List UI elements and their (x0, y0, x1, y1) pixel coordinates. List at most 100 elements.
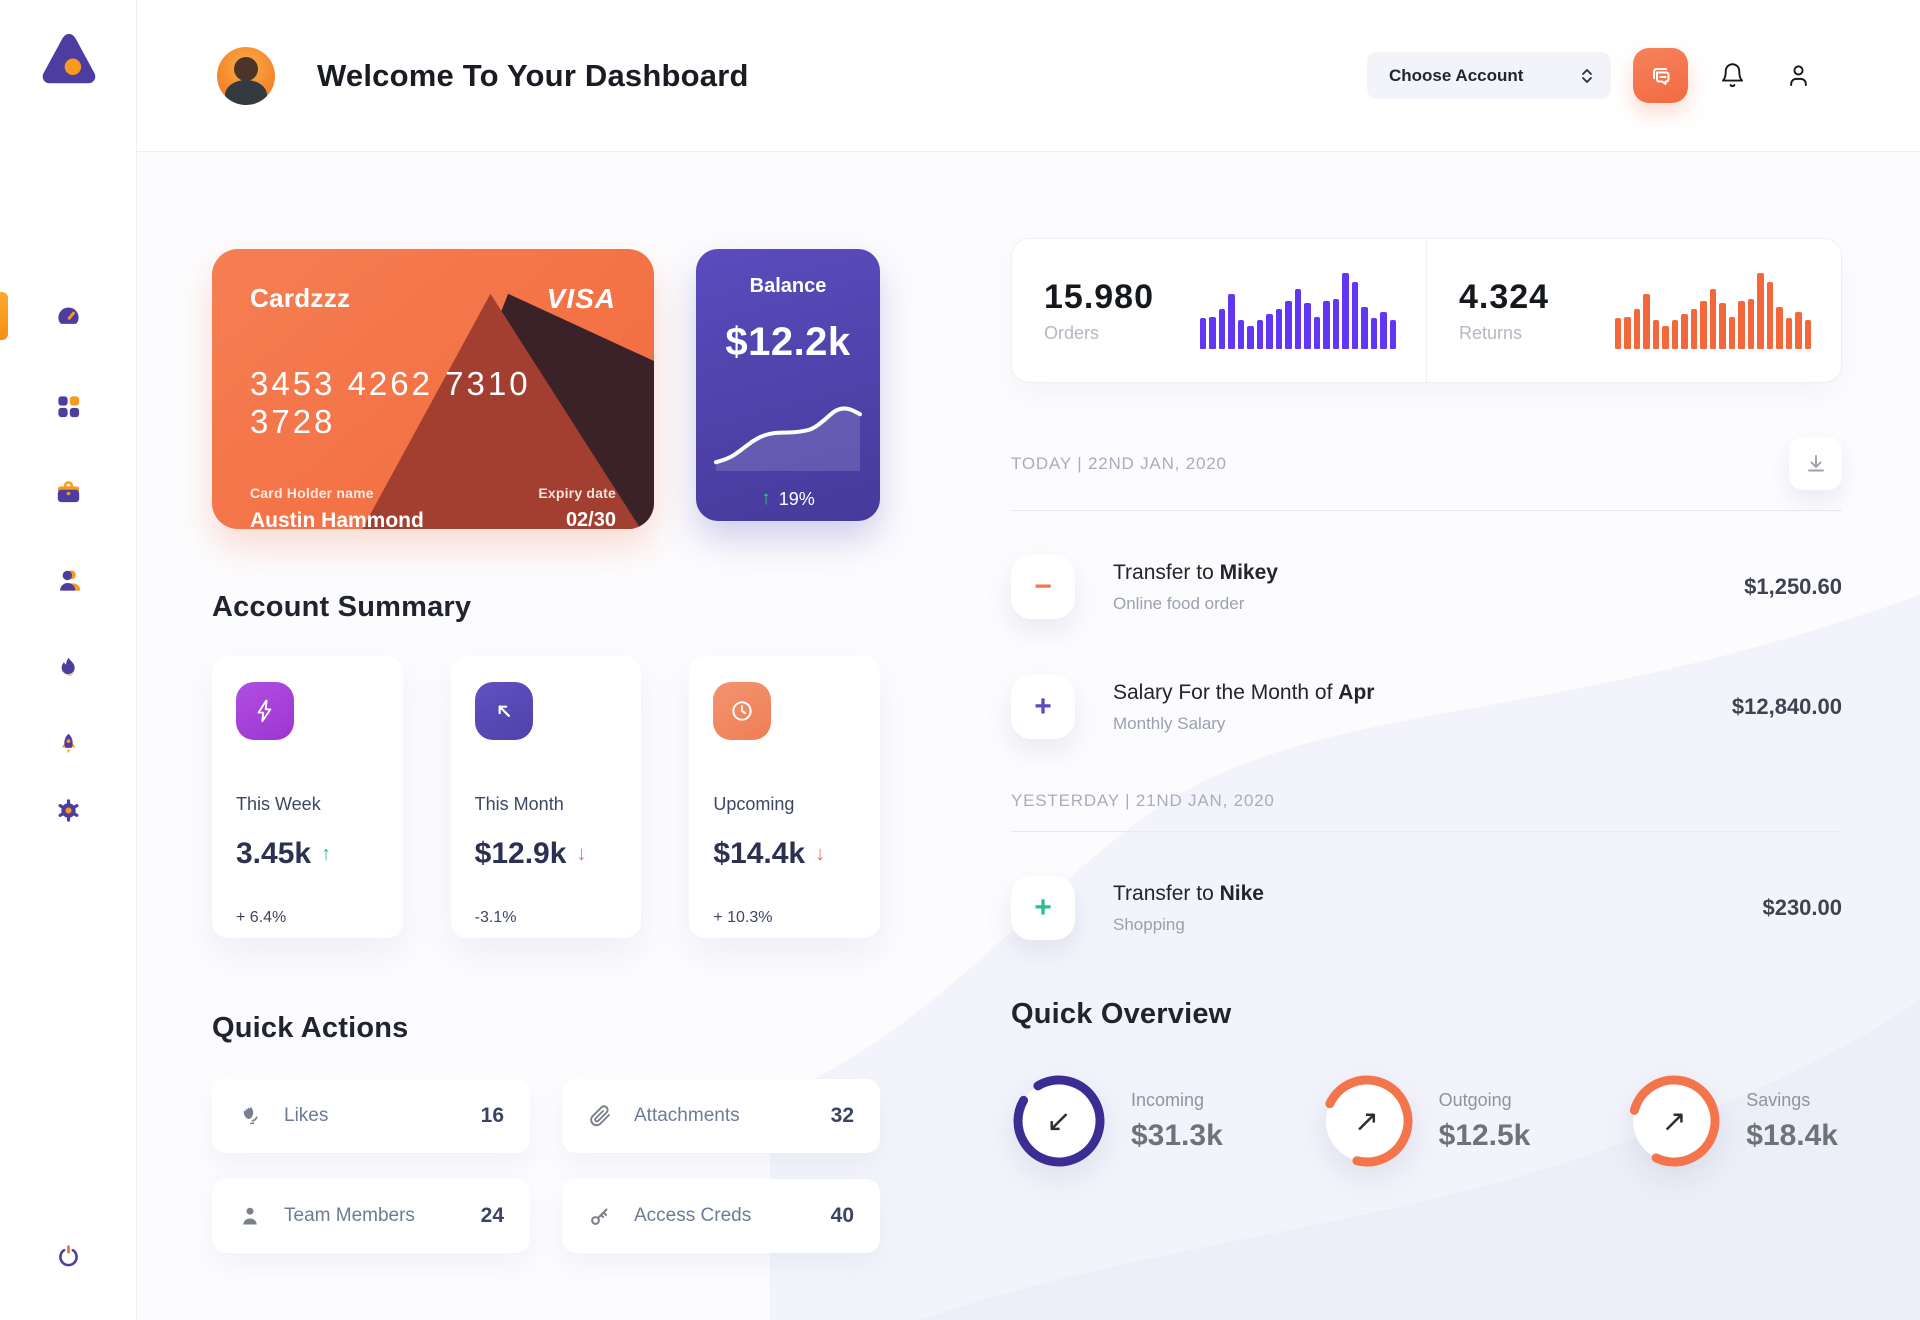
key-icon (591, 1208, 608, 1225)
quick-action-count: 32 (830, 1104, 854, 1127)
transaction-row-nike[interactable]: + Transfer to Nike Shopping $230.00 (1011, 876, 1842, 940)
header: Welcome To Your Dashboard Choose Account (137, 0, 1920, 152)
summary-card-this-week: This Week 3.45k ↑ + 6.4% (212, 656, 403, 938)
active-indicator (0, 292, 8, 340)
user-icon (60, 569, 81, 591)
card-expiry-value: 02/30 (565, 509, 616, 529)
quick-action-likes[interactable]: Likes 16 (212, 1079, 530, 1153)
transaction-amount: $230.00 (1762, 895, 1842, 920)
quick-overview-title: Quick Overview (1011, 998, 1232, 1030)
donut-value: $12.5k (1438, 1118, 1531, 1152)
app-logo (38, 30, 100, 90)
transaction-title: Transfer to Mikey (1113, 560, 1278, 584)
date-header-yesterday: YESTERDAY | 21ND JAN, 2020 (1011, 791, 1275, 810)
transaction-icon-tile: + (1011, 876, 1075, 940)
donut-outgoing: ↗ Outgoing $12.5k (1319, 1073, 1531, 1169)
bell-icon (1721, 63, 1743, 88)
person-icon (243, 1207, 257, 1225)
returns-value: 4.324 (1459, 277, 1550, 316)
card-number: 3453 4262 7310 3728 (250, 365, 531, 440)
quick-action-label: Access Creds (634, 1205, 752, 1226)
balance-label: Balance (749, 275, 827, 297)
card-holder-label: Card Holder name (250, 485, 374, 501)
summary-change: + 10.3% (713, 909, 773, 926)
download-button[interactable] (1789, 437, 1842, 490)
trend-down-icon: ↓ (815, 842, 826, 865)
transaction-title: Transfer to Nike (1113, 881, 1264, 905)
balance-card: Balance $12.2k ↑ 19% (696, 249, 880, 521)
summary-value: 3.45k (236, 837, 312, 870)
quick-action-attachments[interactable]: Attachments 32 (562, 1079, 880, 1153)
summary-value: $14.4k (713, 837, 806, 870)
sidebar-item-work[interactable] (0, 464, 137, 520)
card-holder-name: Austin Hammond (250, 509, 424, 529)
donut-label: Incoming (1131, 1089, 1205, 1110)
clock-icon (713, 682, 772, 740)
page-title: Welcome To Your Dashboard (317, 57, 749, 93)
quick-actions-title: Quick Actions (212, 1012, 409, 1044)
divider (1011, 510, 1842, 511)
speedometer-icon (58, 307, 79, 324)
power-icon (59, 1244, 78, 1266)
summary-change: -3.1% (474, 909, 517, 926)
trend-up-icon: ↑ (761, 488, 771, 509)
chevron-updown-icon (1582, 68, 1592, 83)
sidebar-item-apps[interactable] (0, 378, 137, 434)
account-dropdown[interactable]: Choose Account (1367, 52, 1611, 99)
bank-card: Cardzzz VISA 3453 4262 7310 3728 Card Ho… (212, 249, 654, 529)
card-expiry-label: Expiry date (538, 485, 616, 501)
sidebar-item-launch[interactable] (0, 716, 137, 772)
quick-action-count: 40 (830, 1204, 854, 1227)
plus-icon: + (1034, 891, 1052, 924)
trend-down-icon: ↓ (576, 842, 587, 865)
summary-card-this-month: This Month $12.9k ↓ -3.1% (450, 656, 642, 938)
messages-button[interactable] (1633, 48, 1688, 103)
summary-card-upcoming: Upcoming $14.4k ↓ + 10.3% (689, 656, 881, 938)
donut-savings: ↗ Savings $18.4k (1626, 1073, 1838, 1169)
quick-action-team-members[interactable]: Team Members 24 (212, 1179, 530, 1253)
briefcase-icon (57, 480, 80, 502)
transaction-title: Salary For the Month of Apr (1113, 680, 1375, 704)
quick-action-count: 24 (480, 1204, 504, 1227)
quick-action-label: Likes (284, 1105, 329, 1126)
main-content: Cardzzz VISA 3453 4262 7310 3728 Card Ho… (137, 152, 1920, 1320)
transaction-amount: $1,250.60 (1744, 574, 1842, 599)
balance-change: 19% (778, 488, 815, 509)
arrow-down-left-icon: ↙ (1046, 1103, 1072, 1139)
sidebar (0, 0, 137, 1320)
quick-action-label: Attachments (634, 1105, 740, 1126)
profile-button[interactable] (1776, 54, 1820, 98)
sidebar-item-dashboard[interactable] (0, 288, 137, 344)
notifications-button[interactable] (1710, 54, 1754, 98)
transaction-amount: $12,840.00 (1731, 694, 1842, 719)
arrow-up-right-icon: ↗ (1354, 1103, 1380, 1139)
trend-arrow-icon (474, 682, 533, 740)
quick-action-access-creds[interactable]: Access Creds 40 (562, 1179, 880, 1253)
donut-label: Savings (1746, 1089, 1811, 1110)
account-summary-title: Account Summary (212, 591, 472, 623)
summary-label: This Week (236, 794, 321, 814)
transaction-subtitle: Monthly Salary (1113, 713, 1226, 733)
transaction-row-salary[interactable]: + Salary For the Month of Apr Monthly Sa… (1011, 675, 1842, 739)
date-header-today: TODAY | 22ND JAN, 2020 (1011, 453, 1227, 473)
balance-value: $12.2k (725, 320, 851, 364)
arrow-up-right-icon: ↗ (1661, 1103, 1687, 1139)
summary-label: This Month (474, 794, 564, 814)
sidebar-item-activity[interactable] (0, 640, 137, 696)
card-name: Cardzzz (250, 283, 351, 313)
transaction-subtitle: Online food order (1113, 593, 1245, 613)
lightning-icon (236, 682, 294, 740)
sidebar-item-settings[interactable] (0, 782, 137, 838)
summary-value: $12.9k (474, 837, 567, 870)
plus-icon: + (1034, 690, 1052, 723)
transaction-subtitle: Shopping (1113, 914, 1185, 934)
summary-label: Upcoming (713, 794, 795, 814)
avatar[interactable] (217, 46, 275, 105)
sidebar-item-logout[interactable] (0, 1228, 137, 1284)
transaction-row-mikey[interactable]: − Transfer to Mikey Online food order $1… (1011, 555, 1842, 619)
paperclip-icon (590, 1105, 610, 1127)
donut-value: $18.4k (1746, 1118, 1838, 1152)
visa-logo: VISA (546, 283, 616, 314)
returns-label: Returns (1459, 322, 1523, 343)
sidebar-item-users[interactable] (0, 552, 137, 608)
